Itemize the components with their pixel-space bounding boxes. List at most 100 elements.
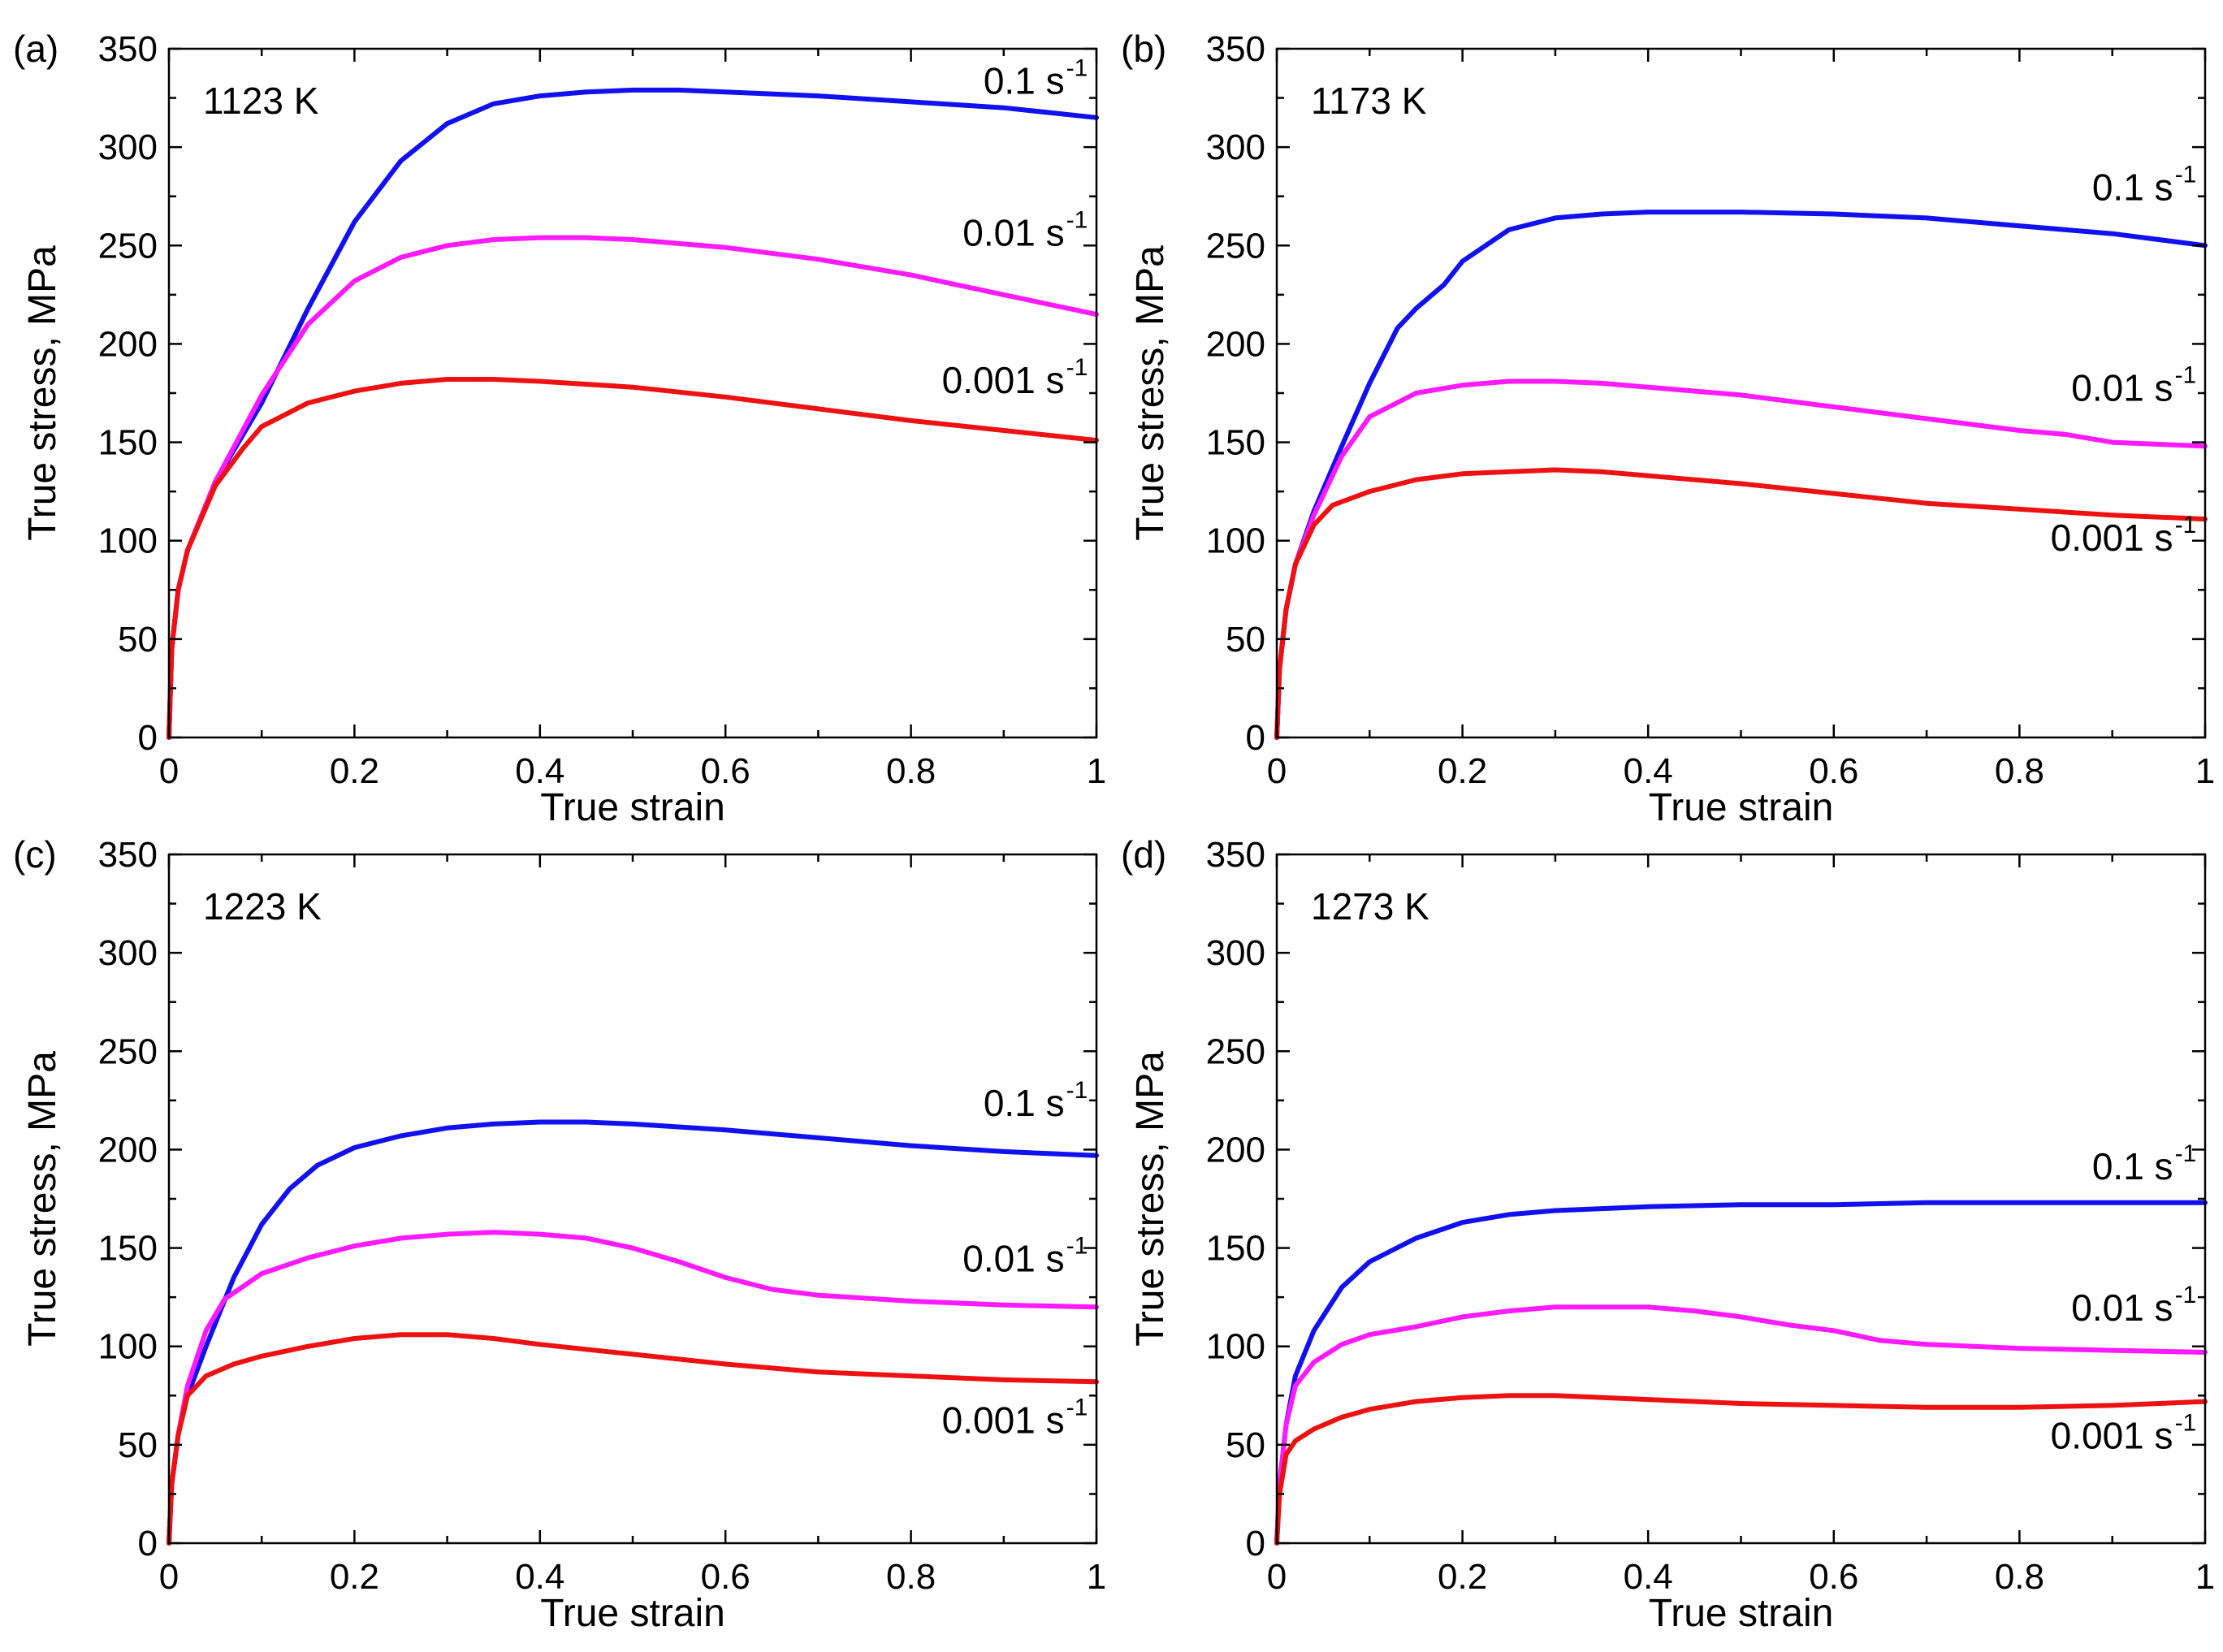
- strain-rate-exponent: -1: [2175, 162, 2197, 188]
- y-tick-label: 350: [98, 29, 158, 69]
- x-tick-label: 0: [1267, 1557, 1287, 1597]
- strain-rate-exponent: -1: [1066, 1233, 1088, 1260]
- strain-rate-label: 0.1 s: [984, 60, 1065, 102]
- temperature-label: 1273 K: [1311, 885, 1429, 928]
- y-tick-label: 0: [138, 718, 158, 758]
- x-tick-label: 0: [159, 751, 179, 791]
- strain-rate-label: 0.01 s: [962, 1238, 1064, 1280]
- x-tick-label: 0.4: [1624, 751, 1673, 791]
- x-tick-label: 0.2: [1438, 751, 1487, 791]
- series-line-0001: [167, 377, 1099, 740]
- series-line-0001: [167, 1332, 1099, 1546]
- y-tick-label: 200: [98, 324, 158, 364]
- strain-rate-exponent: -1: [2175, 1140, 2197, 1167]
- temperature-label: 1123 K: [203, 80, 319, 122]
- y-tick-label: 250: [98, 1031, 158, 1071]
- x-tick-label: 0: [1267, 751, 1287, 791]
- y-tick-label: 300: [1206, 128, 1265, 167]
- y-tick-label: 300: [98, 933, 158, 973]
- y-tick-label: 350: [1206, 835, 1265, 875]
- strain-rate-label: 0.01 s: [2071, 367, 2173, 409]
- x-tick-label: 0.8: [1995, 1557, 2044, 1597]
- x-tick-label: 0.4: [515, 751, 564, 791]
- strain-rate-label: 0.1 s: [2092, 166, 2173, 209]
- x-tick-label: 0.2: [330, 1557, 379, 1597]
- panel-label: (d): [1121, 833, 1166, 876]
- strain-rate-label: 0.001 s: [942, 359, 1065, 401]
- chart-panel-4: 0 0.2 0.4 0.6 0.8 1 0 50 100 150 200 250 300 350 True …: [1121, 833, 2215, 1635]
- x-tick-label: 0.4: [1624, 1557, 1673, 1597]
- x-tick-label: 0.8: [886, 751, 936, 791]
- x-tick-label: 0.6: [701, 1557, 750, 1597]
- y-tick-label: 250: [1206, 1031, 1265, 1071]
- series-line-0001: [1274, 467, 2208, 740]
- strain-rate-label: 0.1 s: [984, 1082, 1065, 1124]
- x-tick-label: 1: [2195, 751, 2215, 791]
- chart-panel-3: 0 0.2 0.4 0.6 0.8 1 0 50 100 150 200 250 300 350 True …: [13, 833, 1106, 1635]
- series-line-01: [167, 1119, 1099, 1546]
- y-tick-label: 0: [138, 1524, 158, 1563]
- y-tick-label: 50: [1226, 620, 1265, 660]
- y-tick-label: 150: [1206, 423, 1265, 463]
- strain-rate-label: 0.01 s: [962, 211, 1064, 253]
- strain-rate-label: 0.001 s: [2051, 1415, 2173, 1457]
- strain-rate-exponent: -1: [1066, 55, 1088, 82]
- temperature-label: 1173 K: [1311, 80, 1427, 122]
- y-axis-title: True stress, MPa: [21, 1051, 64, 1347]
- strain-rate-label: 0.01 s: [2071, 1287, 2173, 1329]
- strain-rate-exponent: -1: [2175, 1282, 2197, 1308]
- y-axis-title: True stress, MPa: [1129, 1051, 1172, 1347]
- y-tick-label: 200: [98, 1130, 158, 1170]
- strain-rate-exponent: -1: [1066, 1077, 1088, 1104]
- y-tick-label: 50: [118, 1425, 158, 1465]
- strain-rate-exponent: -1: [2175, 1410, 2197, 1437]
- y-axis-title: True stress, MPa: [21, 245, 64, 541]
- series-line-001: [1274, 378, 2208, 740]
- panel-label: (c): [13, 833, 57, 876]
- chart-panel-2: 0 0.2 0.4 0.6 0.8 1 0 50 100 150 200 250 300 350 True …: [1121, 28, 2215, 829]
- x-tick-label: 0: [159, 1557, 179, 1597]
- x-tick-label: 0.2: [330, 751, 379, 791]
- y-tick-label: 50: [1226, 1425, 1265, 1465]
- y-tick-label: 100: [98, 521, 158, 561]
- strain-rate-exponent: -1: [2175, 512, 2197, 538]
- y-axis-title: True stress, MPa: [1129, 245, 1172, 541]
- y-tick-label: 300: [1206, 933, 1265, 973]
- strain-rate-exponent: -1: [1066, 1394, 1088, 1421]
- series-line-0001: [1274, 1393, 2208, 1546]
- y-tick-label: 200: [1206, 324, 1265, 364]
- x-tick-label: 0.6: [701, 751, 750, 791]
- y-tick-label: 100: [1206, 521, 1265, 561]
- series-line-01: [1274, 1200, 2208, 1546]
- panel-label: (b): [1121, 28, 1166, 70]
- x-axis-title: True strain: [1649, 786, 1834, 829]
- series-line-001: [167, 1230, 1099, 1546]
- panel-label: (a): [13, 28, 58, 70]
- x-axis-title: True strain: [1649, 1592, 1834, 1635]
- x-tick-label: 0.2: [1438, 1557, 1487, 1597]
- strain-rate-label: 0.001 s: [2051, 517, 2173, 559]
- y-tick-label: 50: [118, 620, 158, 660]
- y-tick-label: 300: [98, 128, 158, 167]
- y-tick-label: 0: [1246, 1524, 1265, 1563]
- x-axis-title: True strain: [540, 1592, 725, 1635]
- strain-rate-label: 0.001 s: [942, 1399, 1065, 1441]
- x-tick-label: 1: [1087, 751, 1106, 791]
- x-tick-label: 0.6: [1809, 751, 1858, 791]
- x-tick-label: 0.4: [515, 1557, 564, 1597]
- y-tick-label: 200: [1206, 1130, 1265, 1170]
- x-tick-label: 1: [1087, 1557, 1106, 1597]
- y-tick-label: 150: [1206, 1229, 1265, 1269]
- series-line-01: [1274, 210, 2208, 740]
- x-axis-title: True strain: [540, 786, 725, 829]
- y-tick-label: 250: [98, 226, 158, 266]
- strain-rate-exponent: -1: [2175, 362, 2197, 389]
- x-tick-label: 0.8: [1995, 751, 2044, 791]
- x-tick-label: 0.8: [886, 1557, 936, 1597]
- strain-rate-label: 0.1 s: [2092, 1145, 2173, 1187]
- y-tick-label: 100: [98, 1327, 158, 1367]
- temperature-label: 1223 K: [203, 885, 322, 928]
- y-tick-label: 100: [1206, 1327, 1265, 1367]
- y-tick-label: 250: [1206, 226, 1265, 266]
